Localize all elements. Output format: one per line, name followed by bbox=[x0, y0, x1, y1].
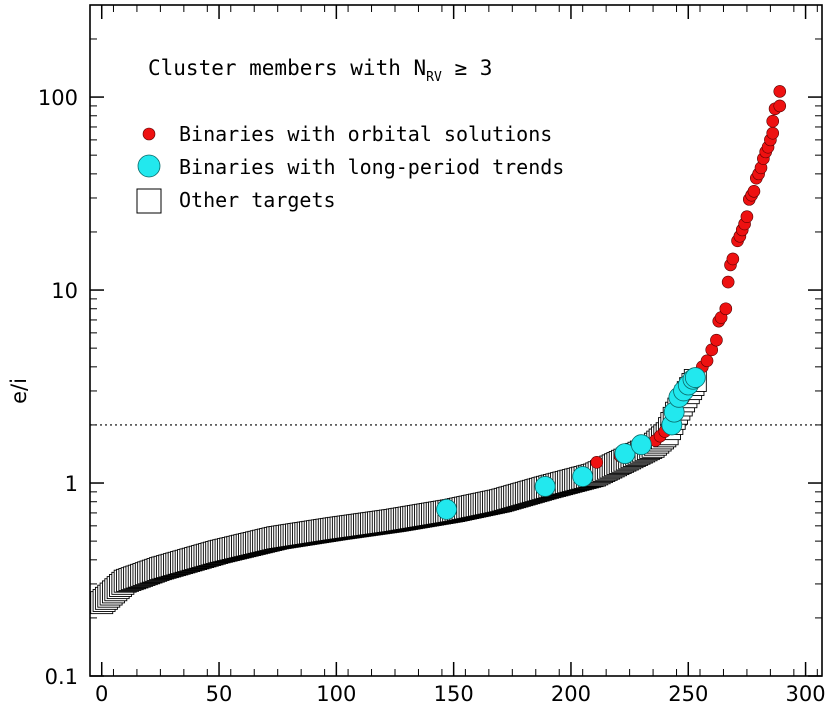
long-period-trend-point bbox=[572, 466, 594, 487]
y-axis: 0.1 1 10 100 bbox=[38, 4, 822, 689]
x-tick-label: 0 bbox=[95, 682, 108, 705]
title-subscript: RV bbox=[426, 70, 442, 85]
y-tick-label: 10 bbox=[51, 279, 78, 303]
orbital-solution-point bbox=[721, 275, 735, 289]
title-main: Cluster members with N bbox=[148, 56, 426, 80]
y-axis-label: e/i bbox=[7, 378, 31, 404]
legend-label-other: Other targets bbox=[179, 188, 336, 212]
title-tail: ≥ 3 bbox=[442, 56, 493, 80]
orbital-solution-point bbox=[740, 210, 754, 223]
legend-label-long-period: Binaries with long-period trends bbox=[179, 155, 564, 179]
long-period-trend-point bbox=[614, 443, 636, 465]
orbital-solution-point bbox=[726, 252, 740, 266]
orbital-solution-point bbox=[773, 85, 787, 98]
y-tick-label: 100 bbox=[38, 86, 78, 110]
y-tick-label: 0.1 bbox=[45, 665, 78, 689]
orbital-solution-point bbox=[719, 302, 733, 316]
legend-marker-long-period bbox=[137, 154, 161, 178]
x-axis: 0 50 100 150 200 250 300 bbox=[89, 5, 826, 705]
legend-marker-other bbox=[136, 188, 162, 214]
x-tick-label: 100 bbox=[316, 682, 356, 705]
legend: Binaries with orbital solutions Binaries… bbox=[136, 122, 564, 214]
chart-title: Cluster members with NRV ≥ 3 bbox=[148, 56, 492, 85]
long-period-trends-layer bbox=[436, 367, 706, 520]
legend-label-orbital: Binaries with orbital solutions bbox=[179, 122, 552, 146]
x-tick-label: 250 bbox=[668, 682, 708, 705]
orbital-solution-point bbox=[766, 114, 780, 128]
orbital-solution-point bbox=[700, 354, 714, 368]
orbital-solution-point bbox=[747, 184, 761, 198]
orbital-solution-point bbox=[710, 333, 723, 347]
long-period-trend-point bbox=[436, 498, 458, 520]
legend-marker-orbital bbox=[142, 127, 156, 141]
long-period-trend-point bbox=[684, 367, 706, 388]
long-period-trend-point bbox=[534, 476, 556, 497]
plot-frame bbox=[89, 4, 823, 677]
orbital-solution-point bbox=[766, 126, 780, 140]
x-tick-label: 300 bbox=[786, 682, 826, 705]
x-tick-label: 200 bbox=[551, 682, 591, 705]
x-tick-label: 50 bbox=[206, 682, 233, 705]
other-targets-layer bbox=[90, 369, 707, 615]
orbital-solution-point bbox=[773, 99, 787, 113]
y-tick-label: 1 bbox=[65, 472, 78, 496]
x-tick-label: 150 bbox=[434, 682, 474, 705]
long-period-trend-point bbox=[630, 434, 652, 456]
orbital-solution-point bbox=[590, 456, 604, 469]
